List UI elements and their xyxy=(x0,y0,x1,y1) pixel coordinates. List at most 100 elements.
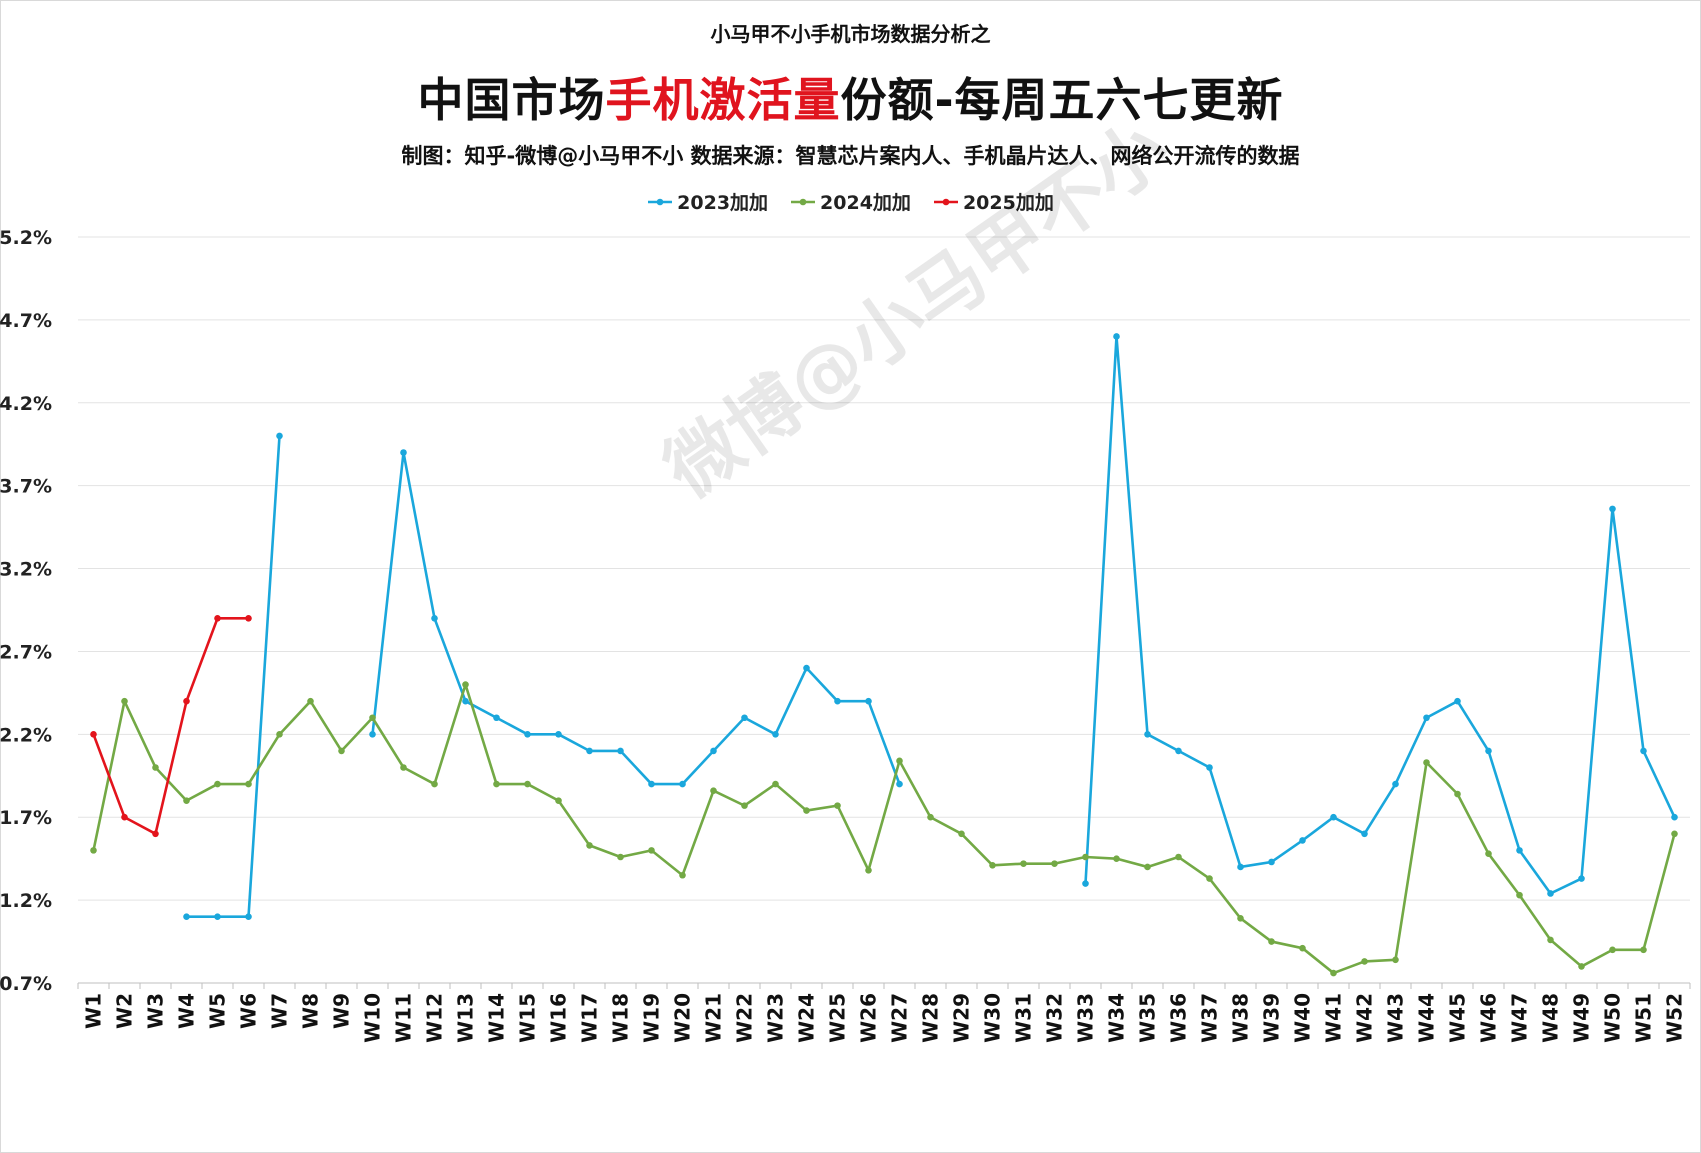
data-point xyxy=(1113,855,1120,862)
data-point xyxy=(865,697,872,705)
x-tick-label: W23 xyxy=(764,993,788,1043)
data-point xyxy=(1671,830,1678,838)
x-tick-label: W33 xyxy=(1074,993,1098,1043)
data-point xyxy=(586,842,593,849)
data-point xyxy=(493,780,500,788)
data-point xyxy=(152,764,159,771)
data-point xyxy=(586,747,593,755)
data-point xyxy=(1237,863,1244,871)
data-point xyxy=(617,853,624,861)
x-tick-label: W21 xyxy=(702,993,726,1043)
main-title: 中国市场手机激活量份额-每周五六七更新 xyxy=(0,64,1701,130)
x-tick-label: W4 xyxy=(175,993,199,1029)
data-point xyxy=(1609,505,1616,513)
data-point xyxy=(369,714,376,722)
data-point xyxy=(1144,863,1151,871)
data-point xyxy=(1330,969,1337,977)
data-point xyxy=(1578,963,1585,970)
data-point xyxy=(679,871,686,879)
data-point xyxy=(1454,697,1461,705)
legend-item: 2025加加 xyxy=(933,188,1054,215)
data-point xyxy=(183,697,190,705)
x-tick-label: W6 xyxy=(237,993,261,1029)
series-line-0 xyxy=(186,435,281,918)
data-point xyxy=(1485,850,1492,857)
data-point xyxy=(1516,891,1523,899)
subtitle: 制图：知乎-微博@小马甲不小 数据来源：智慧芯片案内人、手机晶片达人、网络公开流… xyxy=(401,144,1300,168)
data-point xyxy=(1671,813,1678,821)
x-tick-label: W13 xyxy=(454,993,478,1043)
x-tick-label: W32 xyxy=(1043,993,1067,1043)
x-tick-label: W38 xyxy=(1229,993,1253,1043)
data-point xyxy=(183,797,190,804)
y-tick-label: 4.7% xyxy=(0,310,52,332)
top-title: 小马甲不小手机市场数据分析之 xyxy=(710,22,991,46)
data-point xyxy=(276,432,283,440)
data-point xyxy=(1299,944,1306,952)
x-tick-label: W7 xyxy=(268,993,292,1029)
series-line-1 xyxy=(92,683,1676,975)
legend-label: 2024加加 xyxy=(820,192,911,214)
y-tick-label: 4.2% xyxy=(0,393,52,415)
data-point xyxy=(214,614,221,622)
data-point xyxy=(1454,790,1461,798)
main-title-part2: 份额-每周五六七更新 xyxy=(840,73,1284,127)
x-tick-label: W18 xyxy=(609,993,633,1043)
x-tick-label: W5 xyxy=(206,993,230,1029)
data-point xyxy=(400,764,407,771)
data-point xyxy=(1113,333,1120,340)
chart-legend: 2023加加 2024加加 2025加加 xyxy=(0,188,1701,215)
data-point xyxy=(648,780,655,788)
x-tick-label: W2 xyxy=(113,993,137,1029)
data-point xyxy=(803,664,810,672)
data-point xyxy=(183,913,190,920)
data-point xyxy=(245,780,252,788)
x-tick-label: W36 xyxy=(1167,993,1191,1043)
data-point xyxy=(1423,714,1430,722)
data-point xyxy=(1175,853,1182,861)
x-tick-label: W22 xyxy=(733,993,757,1043)
legend-item: 2024加加 xyxy=(790,188,911,215)
data-point xyxy=(803,807,810,814)
x-tick-label: W11 xyxy=(392,993,416,1043)
x-tick-label: W15 xyxy=(516,993,540,1043)
x-tick-label: W27 xyxy=(888,993,912,1043)
data-point xyxy=(1299,837,1306,844)
data-point xyxy=(1516,847,1523,854)
x-tick-label: W29 xyxy=(950,993,974,1043)
data-point xyxy=(710,747,717,755)
data-point xyxy=(524,731,531,738)
data-point xyxy=(834,697,841,705)
data-point xyxy=(741,802,748,809)
legend-item: 2023加加 xyxy=(647,188,768,215)
series-line-0 xyxy=(1084,335,1676,895)
data-point xyxy=(1361,958,1368,965)
series-line-2 xyxy=(92,616,249,836)
x-tick-label: W10 xyxy=(361,993,385,1043)
data-point xyxy=(338,747,345,755)
data-point xyxy=(524,780,531,788)
data-point xyxy=(276,731,283,738)
data-point xyxy=(121,813,128,821)
x-tick-label: W47 xyxy=(1508,993,1532,1043)
data-point xyxy=(462,681,469,688)
x-tick-label: W48 xyxy=(1539,993,1563,1043)
data-point xyxy=(1361,830,1368,838)
data-point xyxy=(896,757,903,765)
data-point xyxy=(1609,946,1616,954)
data-point xyxy=(679,780,686,788)
x-tick-label: W12 xyxy=(423,993,447,1043)
x-tick-label: W35 xyxy=(1136,993,1160,1043)
data-point xyxy=(431,614,438,622)
x-tick-label: W26 xyxy=(857,993,881,1043)
data-point xyxy=(1485,747,1492,755)
y-tick-label: 1.7% xyxy=(0,807,52,829)
main-title-highlight: 手机激活量 xyxy=(605,73,841,127)
x-tick-label: W30 xyxy=(981,993,1005,1043)
x-tick-label: W42 xyxy=(1353,993,1377,1043)
data-point xyxy=(1268,858,1275,866)
x-tick-label: W44 xyxy=(1415,993,1439,1043)
data-point xyxy=(1082,853,1089,861)
data-point xyxy=(369,731,376,738)
x-tick-label: W51 xyxy=(1632,993,1656,1043)
